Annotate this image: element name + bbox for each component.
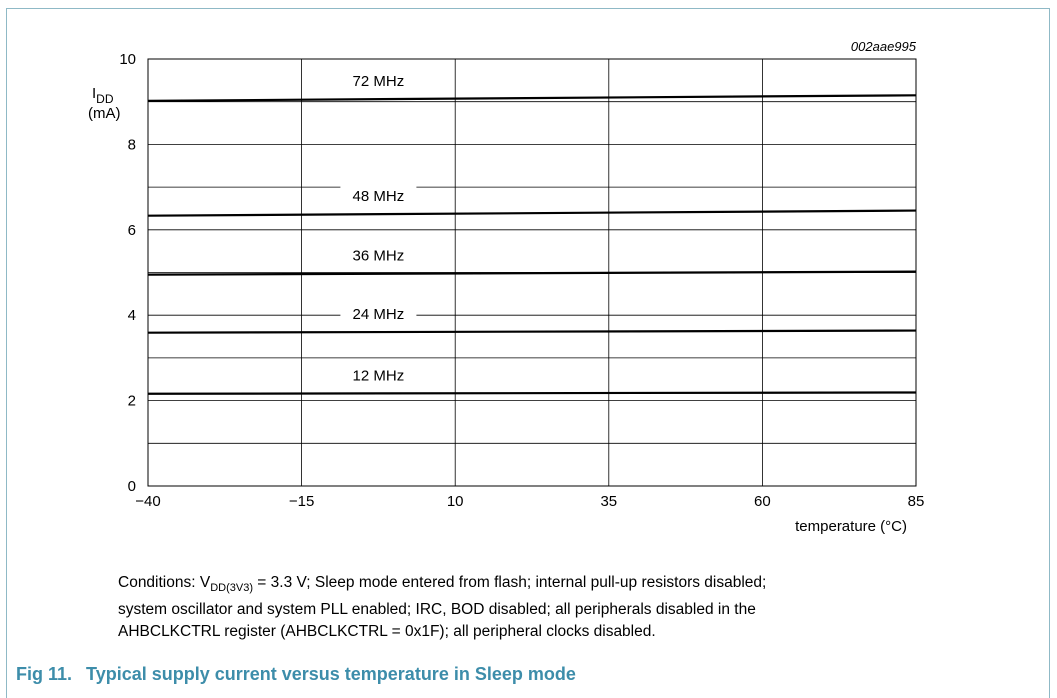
conditions-prefix: Conditions: V bbox=[118, 574, 211, 591]
y-axis-label-sub: DD bbox=[96, 92, 114, 106]
x-tick-label: −15 bbox=[289, 493, 314, 510]
series-line bbox=[147, 329, 917, 334]
x-tick-label: −40 bbox=[135, 493, 160, 510]
x-tick-label: 60 bbox=[754, 493, 771, 510]
series-label: 72 MHz bbox=[353, 73, 405, 90]
conditions-line3: AHBCLKCTRL register (AHBCLKCTRL = 0x1F);… bbox=[118, 623, 656, 641]
series-label-background bbox=[340, 365, 417, 384]
y-tick-label: 10 bbox=[119, 51, 136, 68]
series-label-background bbox=[340, 304, 417, 323]
series-label: 24 MHz bbox=[353, 306, 405, 323]
conditions-line2: system oscillator and system PLL enabled… bbox=[118, 601, 756, 619]
y-axis-unit: (mA) bbox=[88, 105, 121, 122]
figure-frame bbox=[6, 8, 1050, 698]
x-axis-label: temperature (°C) bbox=[795, 518, 907, 535]
y-tick-label: 2 bbox=[128, 393, 136, 410]
x-tick-label: 10 bbox=[447, 493, 464, 510]
x-tick-label: 85 bbox=[908, 493, 925, 510]
conditions-text: Conditions: VDD(3V3) = 3.3 V; Sleep mode… bbox=[118, 572, 1018, 643]
conditions-line1-rest: = 3.3 V; Sleep mode entered from flash; … bbox=[253, 574, 767, 591]
conditions-subscript: DD(3V3) bbox=[210, 582, 253, 595]
y-tick-label: 0 bbox=[128, 478, 136, 495]
series-label: 36 MHz bbox=[353, 248, 405, 265]
series-label: 48 MHz bbox=[353, 188, 405, 205]
figure-code: 002aae995 bbox=[851, 39, 917, 54]
figure-caption: Fig 11. Typical supply current versus tem… bbox=[16, 664, 576, 685]
series-line bbox=[147, 270, 917, 276]
y-axis-label-main: I bbox=[92, 85, 96, 102]
figure-number: Fig 11. bbox=[16, 664, 73, 684]
x-tick-label: 35 bbox=[600, 493, 617, 510]
y-tick-label: 4 bbox=[128, 307, 136, 324]
chart: 0 2 4 6 8 10 −40 −15 10 35 60 85 72 MHz 48 MHz 36 MHz… bbox=[88, 39, 925, 535]
series-label-background bbox=[340, 71, 417, 90]
series-line bbox=[147, 391, 917, 395]
series-line bbox=[147, 94, 917, 102]
y-tick-label: 8 bbox=[128, 136, 136, 153]
figure-title: Typical supply current versus temperatur… bbox=[86, 664, 576, 684]
series-label-background bbox=[340, 186, 417, 205]
y-axis-label: IDD bbox=[92, 85, 114, 106]
series-line bbox=[147, 209, 917, 217]
series-label: 12 MHz bbox=[353, 367, 405, 384]
series-label-background bbox=[340, 245, 417, 264]
y-tick-label: 6 bbox=[128, 222, 136, 239]
